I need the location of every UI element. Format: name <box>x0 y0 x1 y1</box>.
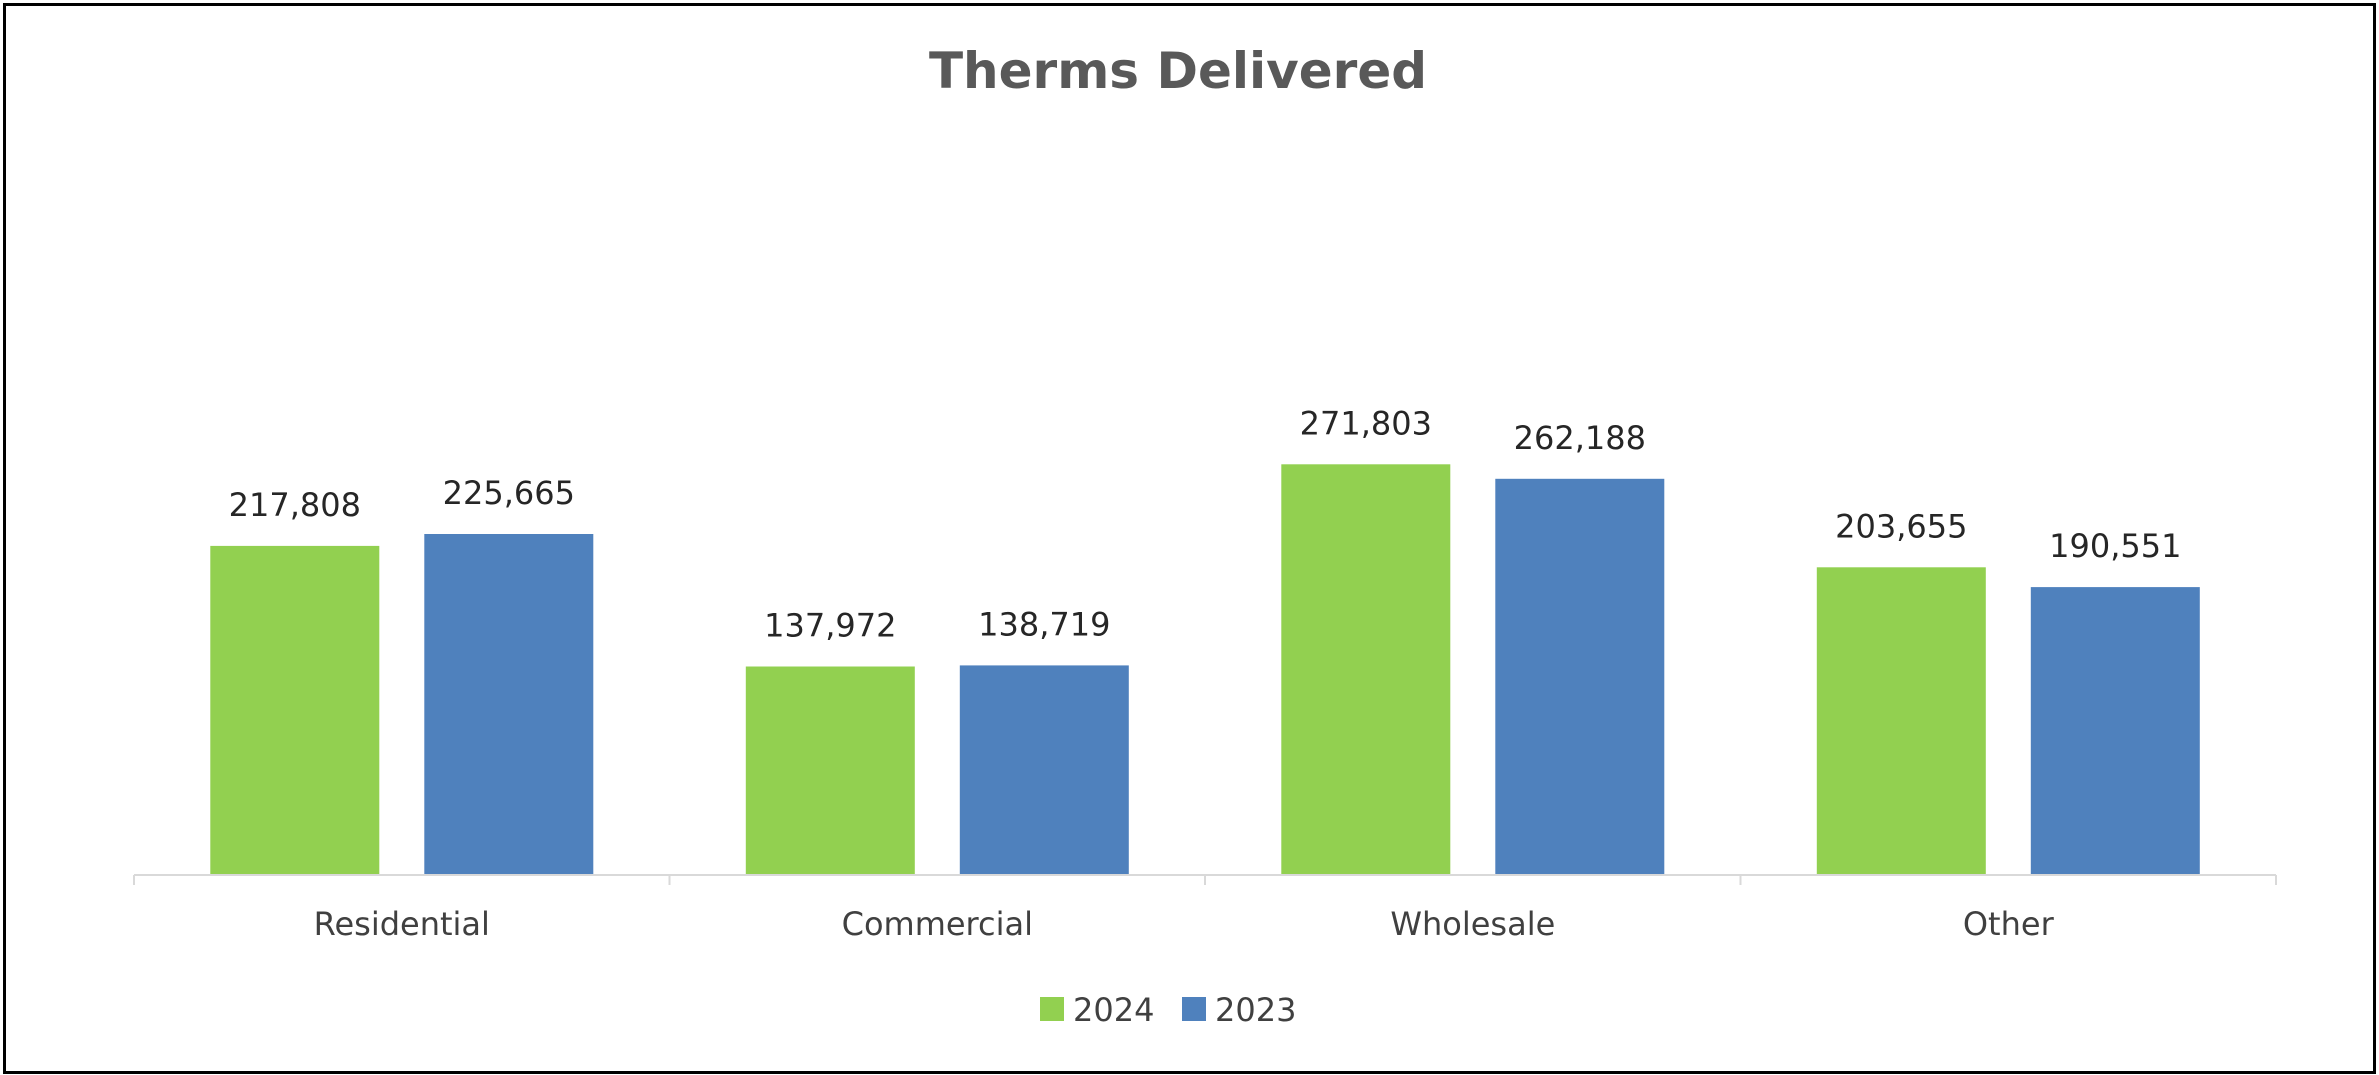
data-label-residential-2023: 225,665 <box>443 474 575 512</box>
bar-other-2024 <box>1816 567 1986 875</box>
bar-other-2023 <box>2030 587 2200 875</box>
data-label-residential-2024: 217,808 <box>229 486 361 524</box>
category-label-wholesale: Wholesale <box>1390 905 1555 943</box>
category-label-other: Other <box>1963 905 2055 943</box>
data-label-commercial-2023: 138,719 <box>978 605 1110 643</box>
category-label-commercial: Commercial <box>842 905 1033 943</box>
bars-layer <box>210 464 2200 875</box>
data-labels-layer: 217,808 225,665 137,972 138,719 271,803 262,1… <box>229 404 2182 644</box>
category-label-residential: Residential <box>314 905 490 943</box>
chart-title: Therms Delivered <box>929 42 1427 100</box>
data-label-commercial-2024: 137,972 <box>764 607 896 645</box>
data-label-wholesale-2024: 271,803 <box>1300 404 1432 442</box>
bar-residential-2024 <box>210 545 380 875</box>
bar-commercial-2023 <box>959 665 1129 875</box>
x-axis <box>133 874 2277 885</box>
bar-commercial-2024 <box>745 666 915 875</box>
data-label-other-2023: 190,551 <box>2049 527 2181 565</box>
chart-frame <box>3 3 2376 1074</box>
legend-label-2024: 2024 <box>1073 991 1154 1029</box>
data-label-other-2024: 203,655 <box>1835 507 1967 545</box>
legend: 2024 2023 <box>1040 991 1296 1029</box>
legend-label-2023: 2023 <box>1215 991 1296 1029</box>
data-label-wholesale-2023: 262,188 <box>1514 419 1646 457</box>
bar-residential-2023 <box>424 534 594 875</box>
category-labels: Residential Commercial Wholesale Other <box>314 905 2055 943</box>
legend-swatch-2023 <box>1182 997 1206 1021</box>
bar-wholesale-2023 <box>1495 478 1665 875</box>
bar-wholesale-2024 <box>1281 464 1451 875</box>
legend-swatch-2024 <box>1040 997 1064 1021</box>
